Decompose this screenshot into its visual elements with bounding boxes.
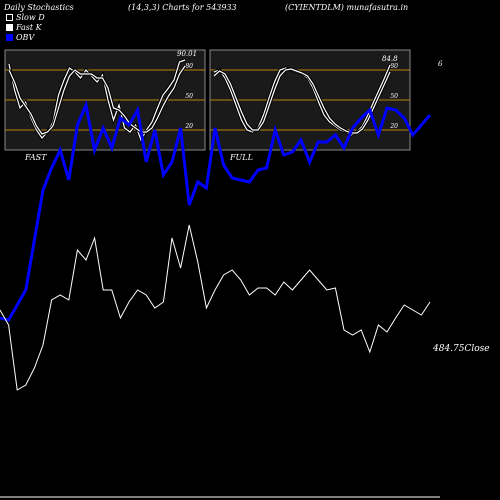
- legend-swatch-obv: [6, 34, 13, 41]
- fast-series-0-line: [8, 59, 186, 142]
- full-panel-label: FULL: [229, 153, 253, 162]
- chart-title-left: Daily Stochastics: [4, 3, 74, 12]
- obv-line: [0, 99, 432, 322]
- legend-swatch-slow-d: [6, 14, 13, 21]
- full-level-label: 80: [390, 63, 398, 70]
- full-level-label: 50: [390, 93, 398, 100]
- legend-item-obv: OBV: [6, 33, 34, 42]
- obv-price-panel: 484.75Close 6: [0, 60, 490, 498]
- legend-label-fast-k: Fast K: [16, 23, 42, 32]
- legend-swatch-fast-k: [6, 24, 13, 31]
- fast-level-label: 50: [185, 93, 193, 100]
- extra-label: 6: [438, 60, 443, 68]
- close-price-line: [0, 224, 431, 391]
- close-label: 484.75Close: [432, 344, 490, 354]
- legend-label-slow-d: Slow D: [16, 13, 45, 22]
- legend-item-fast-k: Fast K: [6, 23, 42, 32]
- full-level-label: 20: [389, 123, 398, 130]
- fast-last-value-label: 90.01: [177, 50, 197, 58]
- fast-level-label: 20: [184, 123, 193, 130]
- fast-series-1-line: [8, 65, 186, 135]
- full-last-value-label: 84.8: [382, 55, 398, 63]
- full-series-1-line: [213, 68, 391, 134]
- legend-label-obv: OBV: [16, 33, 35, 42]
- fast-level-label: 80: [185, 63, 193, 70]
- fast-stochastic-panel: 20 50 80 90.01 FAST: [4, 49, 206, 162]
- legend-item-slow-d: Slow D: [6, 13, 45, 22]
- chart-title-middle: (14,3,3) Charts for 543933: [128, 3, 237, 12]
- chart-title-right: (CYIENTDLM) munafasutra.in: [285, 3, 409, 12]
- fast-panel-label: FAST: [24, 153, 47, 162]
